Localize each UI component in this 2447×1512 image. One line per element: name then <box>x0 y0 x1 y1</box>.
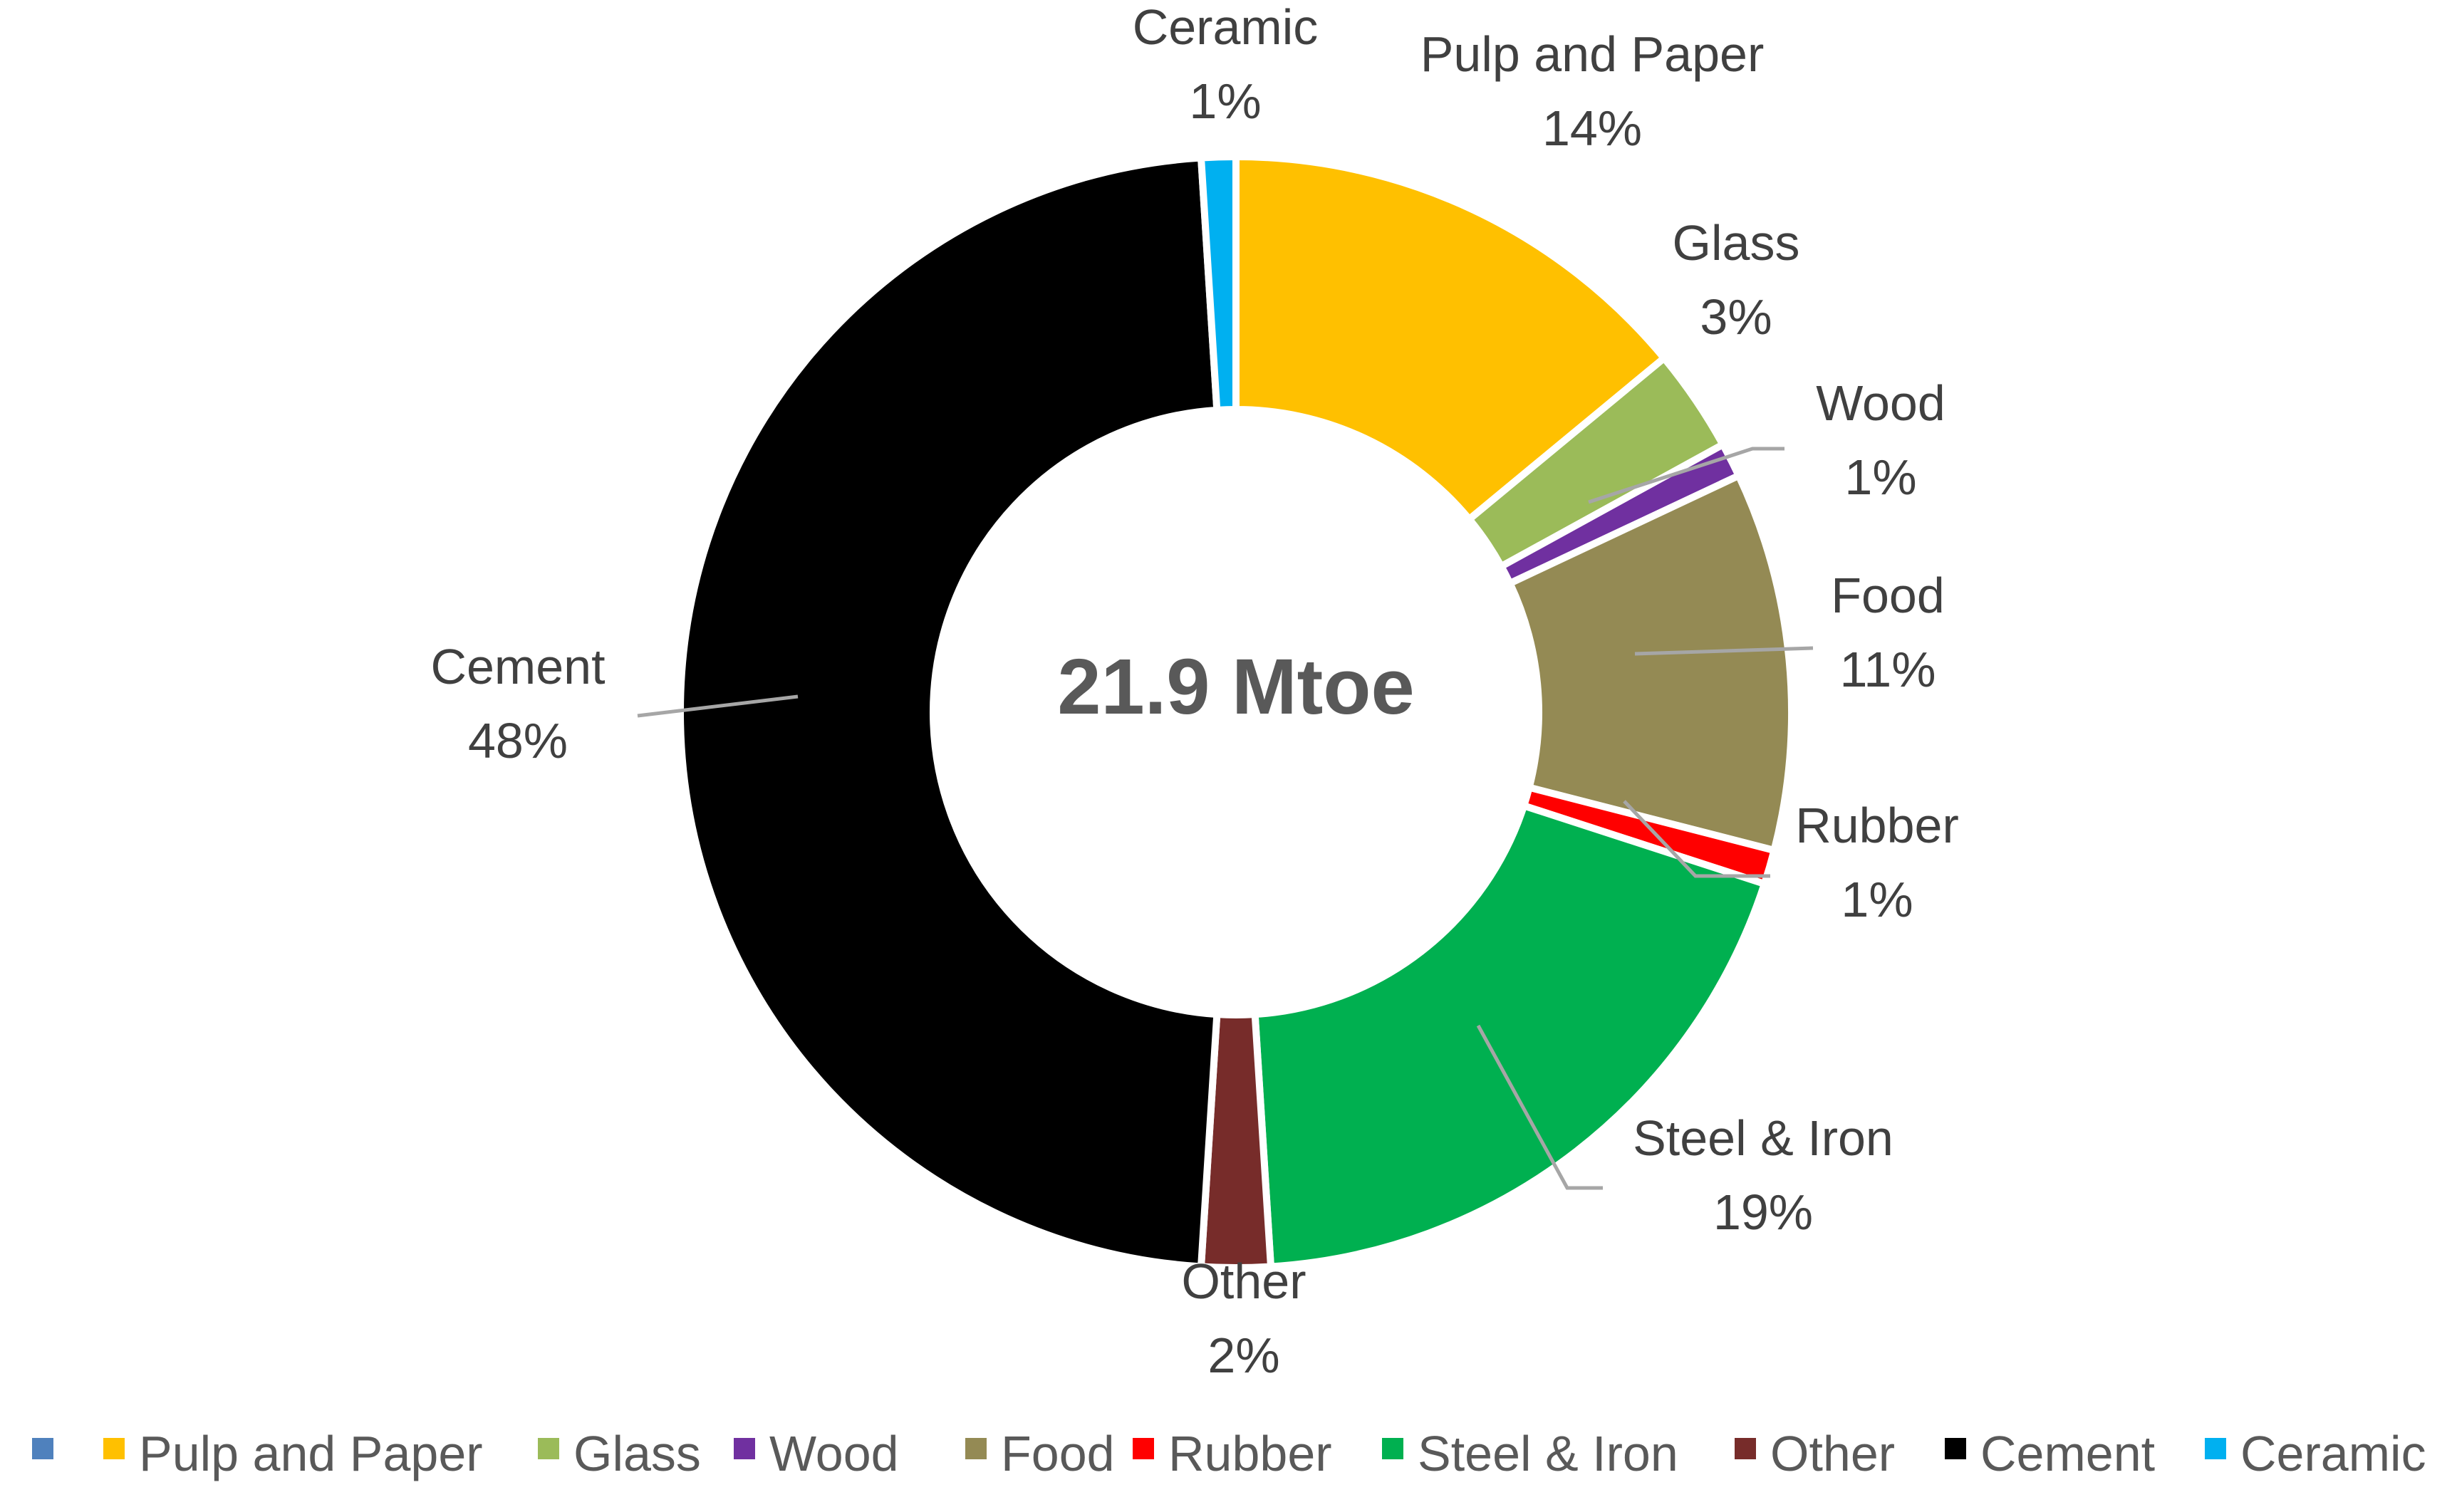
leader-line-food <box>1634 646 1814 656</box>
legend-swatch-food <box>965 1438 987 1459</box>
slice-label-cement: Cement 48% <box>430 639 605 768</box>
slice-label-wood: Wood 1% <box>1816 375 1945 505</box>
slice-pulp-and-paper <box>1232 152 1670 525</box>
slice-label-pulp-and-paper: Pulp and Paper 14% <box>1420 26 1765 156</box>
slice-ceramic <box>1197 152 1240 415</box>
legend-swatch-pulp-and-paper <box>103 1438 125 1459</box>
legend: Pulp and Paper Glass Wood Food Rubber Steel &… <box>32 1426 2426 1481</box>
slice-label-ceramic: Ceramic 1% <box>1133 0 1319 129</box>
legend-label-pulp-and-paper: Pulp and Paper <box>139 1426 483 1481</box>
slice-cement <box>677 154 1221 1271</box>
legend-label-cement: Cement <box>1980 1426 2155 1481</box>
legend-label-wood: Wood <box>769 1426 899 1481</box>
leader-line-steel-iron <box>1476 1024 1603 1190</box>
legend-label-other: Other <box>1770 1426 1895 1481</box>
legend-label-rubber: Rubber <box>1168 1426 1332 1481</box>
slice-label-other: Other 2% <box>1181 1253 1306 1383</box>
legend-label-glass: Glass <box>573 1426 701 1481</box>
legend-swatch-rubber <box>1133 1438 1154 1459</box>
leader-line-cement <box>637 694 799 718</box>
legend-swatch-glass <box>538 1438 559 1459</box>
donut-slices <box>677 152 1795 1271</box>
slice-label-steel-iron: Steel & Iron 19% <box>1633 1110 1893 1240</box>
slice-steel-iron <box>1251 801 1770 1271</box>
legend-swatch-ceramic <box>2205 1438 2226 1459</box>
leader-line-wood <box>1588 447 1784 504</box>
legend-swatch-steel-iron <box>1382 1438 1403 1459</box>
legend-label-steel-iron: Steel & Iron <box>1418 1426 1678 1481</box>
slice-food <box>1505 471 1795 855</box>
slice-label-glass: Glass 3% <box>1673 215 1800 345</box>
slice-label-food: Food 11% <box>1831 568 1945 697</box>
slice-labels: Pulp and Paper 14% Glass 3%Wood 1% Food 11% Rub… <box>430 0 1958 1383</box>
slice-label-rubber: Rubber 1% <box>1795 798 1959 927</box>
center-label: 21.9 Mtoe <box>1057 643 1414 731</box>
legend-swatch-other <box>1735 1438 1756 1459</box>
leader-line-rubber <box>1623 800 1770 878</box>
legend-label-food: Food <box>1001 1426 1115 1481</box>
legend-swatch-blank <box>32 1438 53 1459</box>
legend-label-ceramic: Ceramic <box>2240 1426 2426 1481</box>
legend-swatch-wood <box>734 1438 755 1459</box>
leader-lines <box>637 447 1814 1190</box>
legend-swatch-cement <box>1945 1438 1966 1459</box>
